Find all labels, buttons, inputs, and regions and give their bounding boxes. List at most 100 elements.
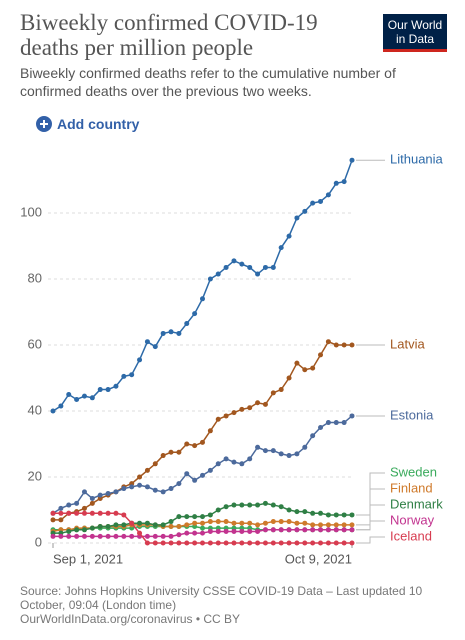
data-point <box>184 321 190 327</box>
data-point <box>215 507 221 513</box>
data-point <box>184 522 190 528</box>
data-point <box>176 532 182 538</box>
data-point <box>192 520 198 526</box>
data-point <box>318 425 324 430</box>
data-point <box>152 487 158 493</box>
y-tick-label: 100 <box>20 204 42 219</box>
data-point <box>286 233 292 239</box>
data-point <box>207 528 213 534</box>
data-point <box>310 200 316 206</box>
data-point <box>255 444 261 450</box>
data-point <box>74 510 80 516</box>
data-point <box>168 540 174 546</box>
data-point <box>81 505 87 511</box>
data-point <box>152 533 158 539</box>
data-point <box>223 456 229 462</box>
data-point <box>255 540 261 546</box>
data-point <box>223 264 229 270</box>
data-point <box>215 540 221 546</box>
data-point <box>325 420 331 426</box>
data-point <box>160 453 166 459</box>
data-point <box>176 481 182 487</box>
add-country-button[interactable]: Add country <box>36 116 139 132</box>
data-point <box>239 461 245 467</box>
source-line: OurWorldInData.org/coronavirus • CC BY <box>20 612 241 626</box>
data-point <box>200 530 205 536</box>
data-point <box>168 449 174 455</box>
logo-text: in Data <box>395 32 435 46</box>
data-point <box>215 461 221 467</box>
series-line <box>53 340 352 521</box>
data-point <box>318 352 324 358</box>
data-point <box>184 514 190 520</box>
data-point <box>152 344 158 350</box>
data-point <box>247 405 253 411</box>
data-point <box>270 264 276 270</box>
data-point <box>310 527 316 533</box>
data-point <box>168 524 174 529</box>
data-point <box>310 365 316 371</box>
data-point <box>341 540 347 546</box>
data-point <box>302 520 308 526</box>
data-point <box>58 510 64 516</box>
data-point <box>105 510 111 516</box>
data-point <box>239 520 245 526</box>
data-point <box>333 522 339 528</box>
data-point <box>325 522 331 528</box>
label-connector <box>356 504 385 516</box>
button-label: Add country <box>57 116 140 132</box>
data-point <box>74 396 80 402</box>
data-point <box>215 416 221 422</box>
data-point <box>74 500 80 506</box>
data-point <box>137 357 143 363</box>
data-point <box>278 245 284 251</box>
data-point <box>168 519 174 525</box>
data-point <box>200 439 205 445</box>
data-point <box>129 533 135 539</box>
data-point <box>341 527 347 533</box>
data-point <box>302 527 308 533</box>
data-point <box>333 527 339 533</box>
data-point <box>176 330 182 336</box>
data-point <box>129 372 135 378</box>
data-point <box>192 477 198 483</box>
data-point <box>74 527 80 533</box>
data-point <box>160 540 166 546</box>
data-point <box>74 533 80 539</box>
data-point <box>207 519 213 525</box>
data-point <box>81 527 87 533</box>
data-point <box>160 489 166 495</box>
data-point <box>255 528 261 534</box>
data-point <box>349 342 355 348</box>
y-tick-label: 0 <box>35 534 42 549</box>
logo[interactable]: Our World in Data <box>383 14 447 52</box>
data-point <box>262 500 268 506</box>
data-point <box>333 540 339 546</box>
data-point <box>255 271 261 277</box>
data-point <box>270 502 276 508</box>
data-point <box>66 533 72 539</box>
data-point <box>50 533 56 539</box>
data-point <box>286 375 292 381</box>
data-point <box>278 527 284 533</box>
data-point <box>152 522 158 528</box>
data-point <box>349 413 355 419</box>
data-point <box>247 456 253 462</box>
data-point <box>231 258 237 264</box>
data-point <box>270 390 276 396</box>
data-point <box>262 264 268 270</box>
label-connector <box>356 536 385 544</box>
data-point <box>223 528 229 534</box>
data-point <box>113 510 119 516</box>
data-point <box>207 428 213 434</box>
data-point <box>97 387 103 393</box>
logo-text: Our World <box>387 18 443 32</box>
data-point <box>113 533 119 539</box>
data-point <box>333 342 339 348</box>
data-point <box>66 528 72 534</box>
data-point <box>121 533 127 539</box>
data-point <box>121 373 127 379</box>
data-point <box>137 530 143 536</box>
label-connector <box>356 520 385 531</box>
data-point <box>278 387 284 393</box>
